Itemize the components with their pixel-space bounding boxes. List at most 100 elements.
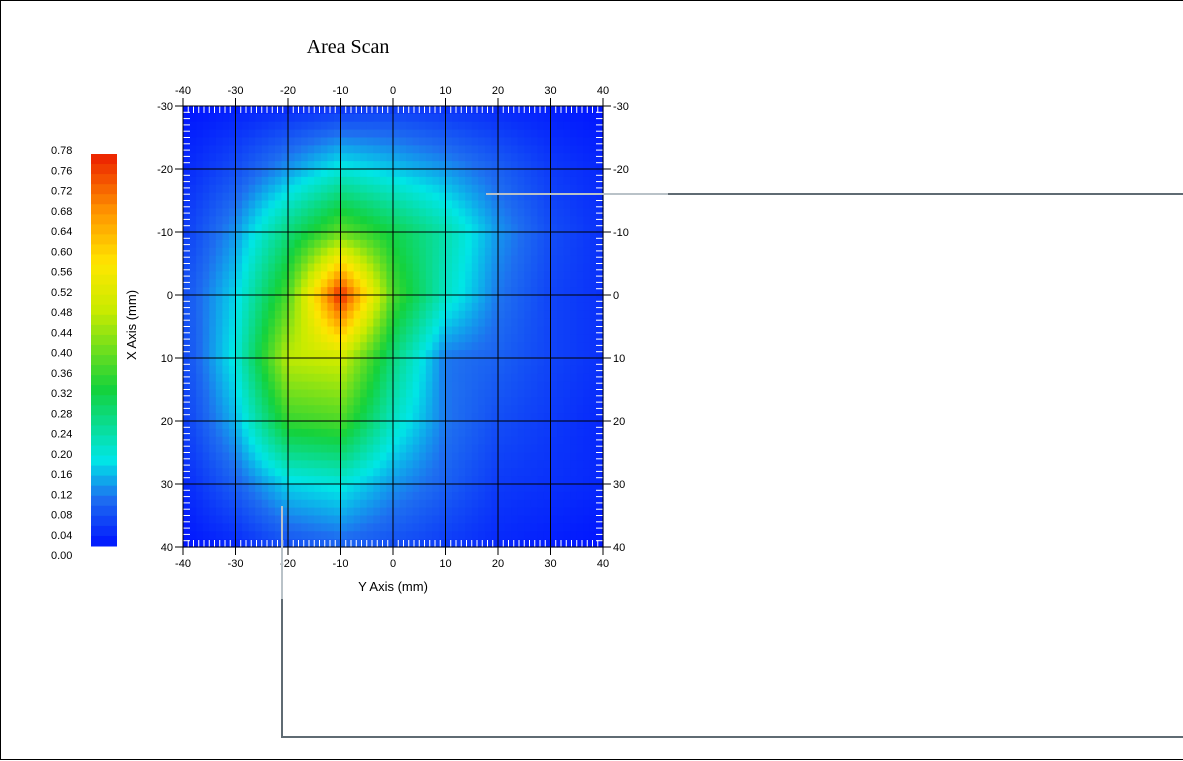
heatmap-cell [379, 161, 388, 170]
heatmap-cell [570, 271, 578, 280]
heatmap-cell [281, 216, 289, 225]
heatmap-cell [458, 507, 466, 517]
heatmap-cell [261, 318, 269, 328]
heatmap-cell [215, 531, 223, 540]
heatmap-cell [196, 310, 204, 320]
heatmap-cell [550, 484, 558, 493]
heatmap-cell [228, 381, 237, 391]
heatmap-cell [425, 484, 433, 493]
heatmap-cell [353, 397, 361, 406]
heatmap-cell [281, 476, 289, 485]
heatmap-cell [294, 444, 302, 454]
heatmap-cell [419, 279, 427, 288]
heatmap-cell [478, 484, 486, 493]
heatmap-cell [438, 279, 447, 288]
heatmap-cell [320, 334, 328, 343]
heatmap-cell [465, 137, 473, 146]
heatmap-cell [281, 421, 289, 430]
heatmap-cell [215, 365, 223, 375]
heatmap-cell [314, 444, 322, 454]
heatmap-cell [524, 507, 532, 517]
heatmap-cell [366, 232, 374, 241]
heatmap-cell [347, 287, 355, 296]
heatmap-cell [215, 460, 223, 469]
heatmap-cell [557, 444, 565, 454]
heatmap-cell [432, 397, 440, 406]
heatmap-cell [583, 452, 591, 461]
heatmap-cell [255, 310, 263, 320]
heatmap-cell [425, 145, 433, 154]
heatmap-cell [498, 208, 506, 217]
heatmap-cell [183, 247, 191, 257]
heatmap-cell [242, 491, 250, 501]
heatmap-cell [261, 176, 269, 186]
heatmap-cell [498, 121, 506, 131]
heatmap-cell [360, 239, 368, 249]
heatmap-cell [379, 153, 388, 162]
heatmap-cell [412, 113, 420, 123]
heatmap-cell [557, 350, 565, 359]
heatmap-cell [465, 342, 473, 351]
heatmap-cell [425, 216, 433, 225]
heatmap-cell [353, 381, 361, 391]
heatmap-cell [543, 436, 552, 446]
heatmap-cell [301, 515, 309, 524]
heatmap-cell [242, 232, 250, 241]
heatmap-cell [452, 169, 460, 178]
heatmap-cell [196, 358, 204, 367]
heatmap-cell [294, 381, 302, 391]
heatmap-cell [583, 310, 591, 320]
heatmap-cell [484, 373, 493, 383]
heatmap-cell [498, 428, 506, 438]
heatmap-cell [399, 444, 407, 454]
heatmap-cell [432, 216, 440, 225]
heatmap-cell [209, 161, 217, 170]
heatmap-cell [379, 452, 388, 461]
heatmap-cell [379, 239, 388, 249]
heatmap-cell [314, 263, 322, 272]
heatmap-cell [596, 476, 604, 485]
heatmap-cell [589, 515, 598, 524]
heatmap-cell [511, 279, 519, 288]
heatmap-cell [301, 295, 309, 304]
heatmap-cell [491, 106, 499, 115]
heatmap-cell [543, 350, 552, 359]
heatmap-cell [333, 161, 342, 170]
heatmap-cell [360, 539, 368, 548]
heatmap-cell [458, 436, 466, 446]
heatmap-cell [452, 334, 460, 343]
colorbar-label: 0.20 [51, 449, 72, 461]
heatmap-cell [386, 121, 394, 131]
heatmap-cell [307, 507, 315, 517]
heatmap-cell [589, 208, 598, 217]
heatmap-cell [320, 153, 328, 162]
heatmap-cell [484, 507, 493, 517]
heatmap-cell [511, 287, 519, 296]
heatmap-cell [379, 531, 388, 540]
heatmap-cell [333, 342, 342, 351]
heatmap-cell [314, 468, 322, 477]
heatmap-cell [360, 216, 368, 225]
heatmap-cell [333, 200, 342, 209]
heatmap-cell [340, 468, 348, 477]
heatmap-cell [478, 373, 486, 383]
heatmap-cell [235, 476, 243, 485]
heatmap-cell [281, 310, 289, 320]
heatmap-cell [307, 287, 315, 296]
heatmap-cell [550, 531, 558, 540]
heatmap-cell [347, 224, 355, 233]
heatmap-cell [530, 121, 538, 131]
heatmap-cell [576, 224, 584, 233]
heatmap-cell [517, 137, 525, 146]
heatmap-cell [425, 224, 433, 233]
heatmap-cell [360, 476, 368, 485]
heatmap-cell [242, 405, 250, 414]
heatmap-cell [596, 342, 604, 351]
heatmap-cell [202, 413, 210, 422]
heatmap-cell [399, 295, 407, 304]
heatmap-cell [491, 405, 499, 414]
heatmap-cell [478, 169, 486, 178]
heatmap-cell [340, 397, 348, 406]
heatmap-cell [484, 539, 493, 548]
heatmap-cell [261, 216, 269, 225]
